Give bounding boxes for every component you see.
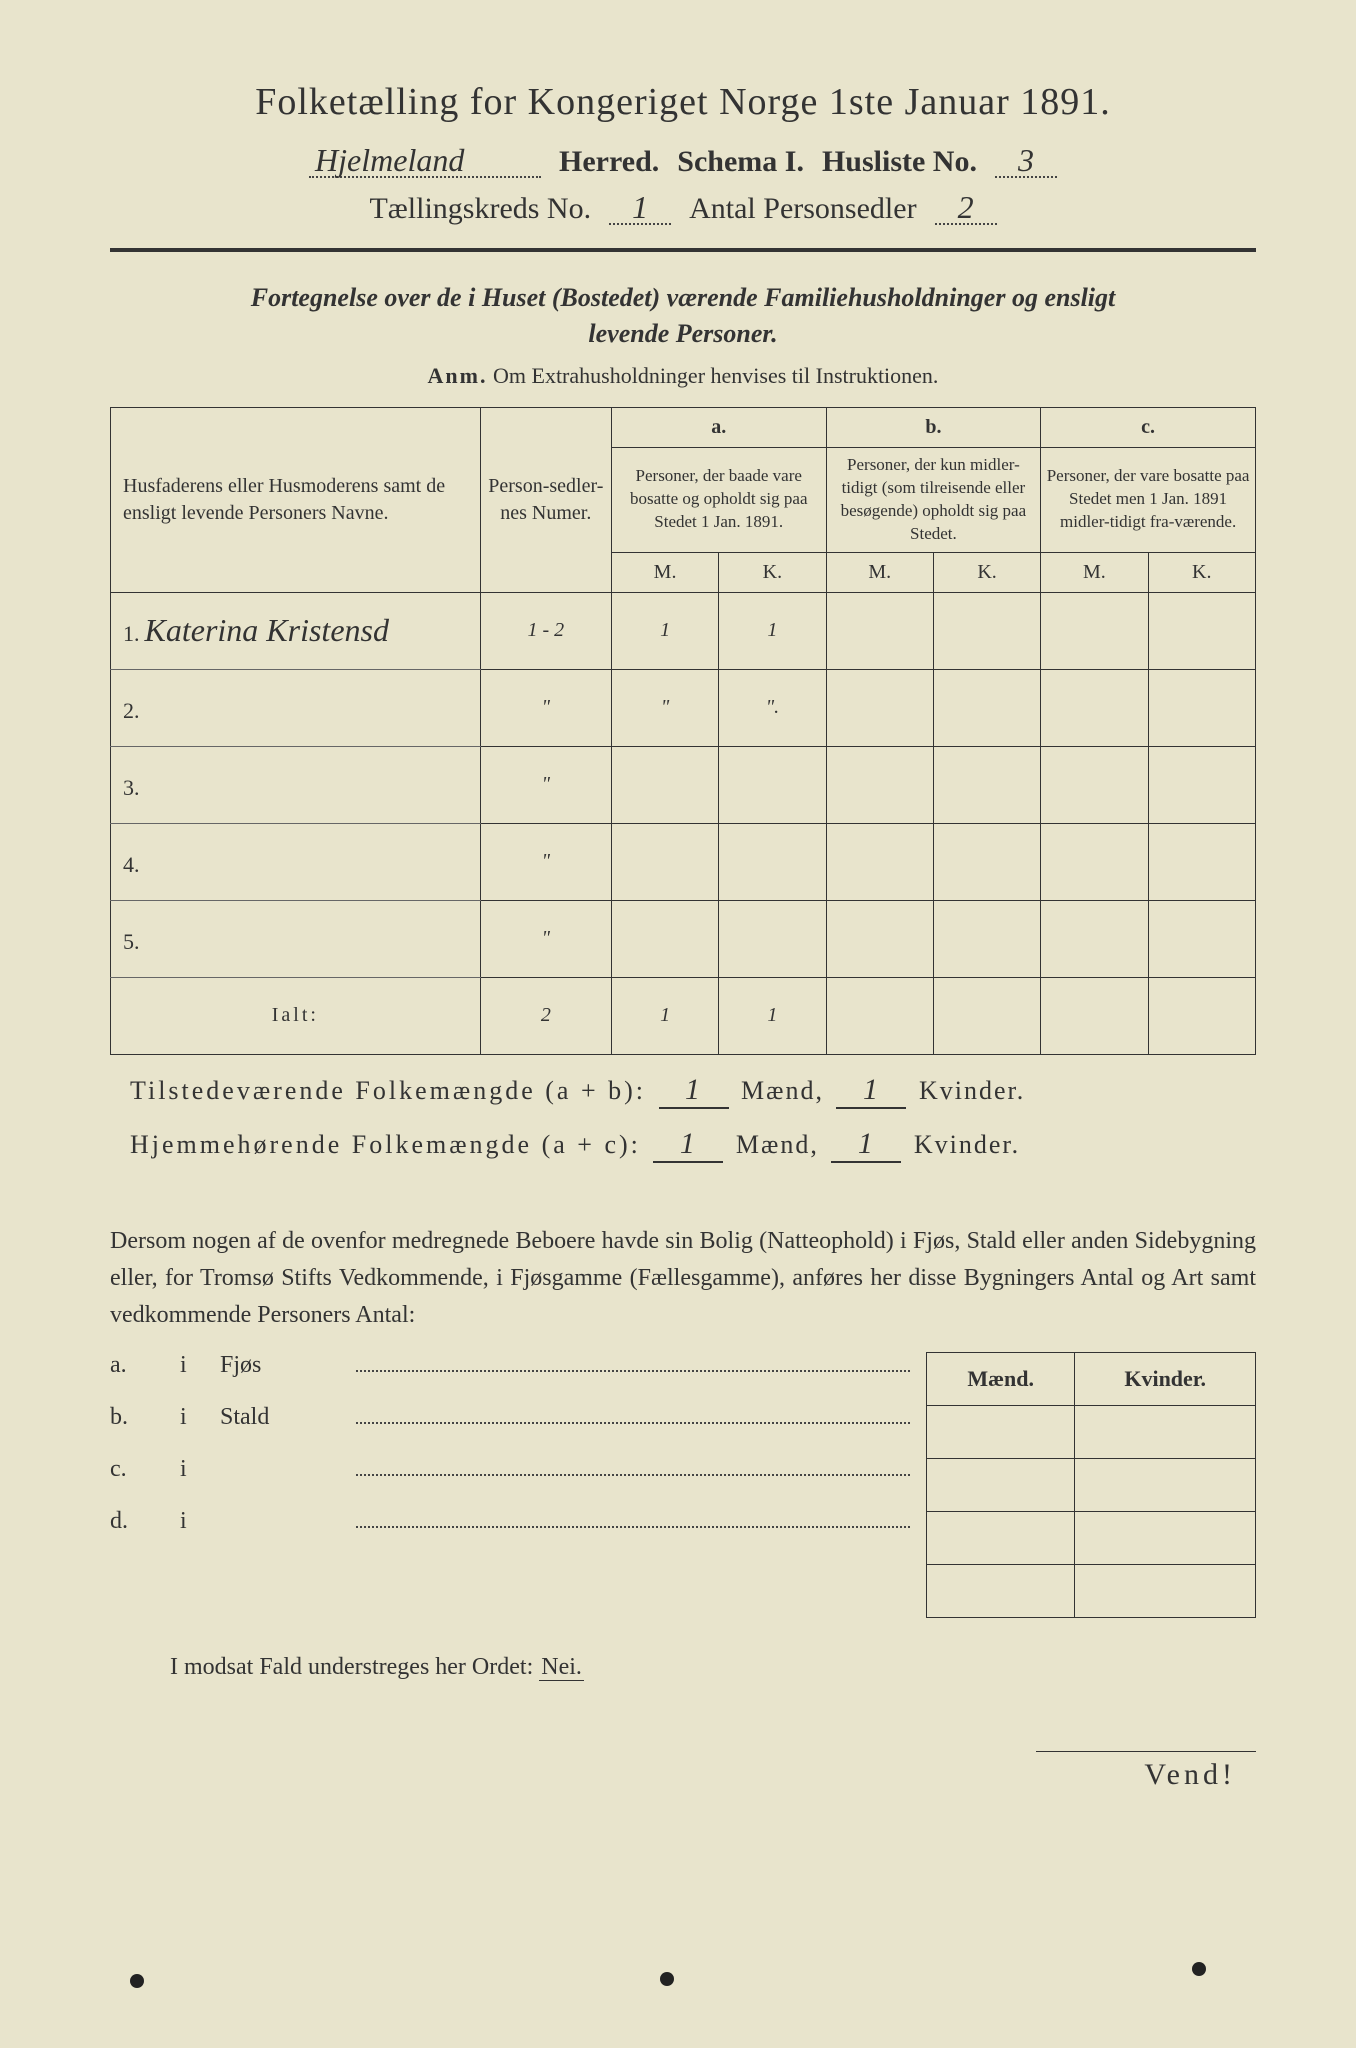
ialt-row: Ialt: 2 1 1 <box>111 977 1256 1054</box>
husliste-label: Husliste No. <box>822 145 977 179</box>
mk-row <box>927 1406 1256 1459</box>
col-c-label: c. <box>1041 407 1256 447</box>
header-line-2: Tællingskreds No. 1 Antal Personsedler 2 <box>110 191 1256 226</box>
col-c-m: M. <box>1041 552 1148 592</box>
nei-word: Nei. <box>539 1654 584 1681</box>
col-a-text: Personer, der baade vare bosatte og opho… <box>611 447 826 552</box>
household-table: Husfaderens eller Husmoderens samt de en… <box>110 407 1256 1055</box>
mk-row <box>927 1459 1256 1512</box>
totals-present: Tilstedeværende Folkemængde (a + b): 1 M… <box>130 1073 1256 1109</box>
schema-label: Schema I. <box>677 145 804 179</box>
table-row: 2. """. <box>111 669 1256 746</box>
col-c-k: K. <box>1148 552 1255 592</box>
table-row: 3. " <box>111 746 1256 823</box>
mk-row <box>927 1565 1256 1618</box>
page-title: Folketælling for Kongeriget Norge 1ste J… <box>110 80 1256 124</box>
herred-field: Hjelmeland <box>309 144 541 178</box>
col-a-m: M. <box>611 552 718 592</box>
mk-maend: Mænd. <box>927 1353 1075 1406</box>
outbuilding-list: a.iFjøsb.iStaldc.id.i <box>110 1352 926 1618</box>
punch-hole <box>660 1972 674 1986</box>
census-form: Folketælling for Kongeriget Norge 1ste J… <box>0 0 1356 1852</box>
outbuilding-row: d.i <box>110 1508 916 1560</box>
punch-hole <box>1192 1962 1206 1976</box>
col-b-k: K. <box>933 552 1040 592</box>
kreds-label: Tællingskreds No. <box>369 192 591 226</box>
outbuilding-row: c.i <box>110 1456 916 1508</box>
table-row: 5. " <box>111 900 1256 977</box>
col-b-m: M. <box>826 552 933 592</box>
col-b-text: Personer, der kun midler-tidigt (som til… <box>826 447 1041 552</box>
husliste-no: 3 <box>995 144 1057 178</box>
col-c-text: Personer, der vare bosatte paa Stedet me… <box>1041 447 1256 552</box>
antal-label: Antal Personsedler <box>689 192 916 226</box>
vend-label: Vend! <box>1036 1751 1256 1792</box>
punch-hole <box>130 1974 144 1988</box>
kreds-no: 1 <box>609 191 671 225</box>
totals-resident: Hjemmehørende Folkemængde (a + c): 1 Mæn… <box>130 1127 1256 1163</box>
anm-note: Anm. Om Extrahusholdninger henvises til … <box>110 363 1256 389</box>
mk-kvinder: Kvinder. <box>1075 1353 1256 1406</box>
col-b-label: b. <box>826 407 1041 447</box>
antal-no: 2 <box>935 191 997 225</box>
col-a-k: K. <box>719 552 826 592</box>
outbuilding-paragraph: Dersom nogen af de ovenfor medregnede Be… <box>110 1223 1256 1335</box>
col-names: Husfaderens eller Husmoderens samt de en… <box>111 407 481 592</box>
col-person-no: Person-sedler-nes Numer. <box>480 407 611 592</box>
outbuilding-row: a.iFjøs <box>110 1352 916 1404</box>
mk-row <box>927 1512 1256 1565</box>
mk-table: Mænd. Kvinder. <box>926 1352 1256 1618</box>
header-line-1: Hjelmeland Herred. Schema I. Husliste No… <box>110 144 1256 179</box>
col-a-label: a. <box>611 407 826 447</box>
subtitle: Fortegnelse over de i Huset (Bostedet) v… <box>110 280 1256 353</box>
table-row: 1. Katerina Kristensd1 - 211 <box>111 592 1256 669</box>
herred-label: Herred. <box>559 145 659 179</box>
modsat-line: I modsat Fald understreges her Ordet: Ne… <box>170 1654 1256 1681</box>
table-row: 4. " <box>111 823 1256 900</box>
outbuilding-section: a.iFjøsb.iStaldc.id.i Mænd. Kvinder. <box>110 1352 1256 1618</box>
outbuilding-row: b.iStald <box>110 1404 916 1456</box>
divider <box>110 248 1256 252</box>
